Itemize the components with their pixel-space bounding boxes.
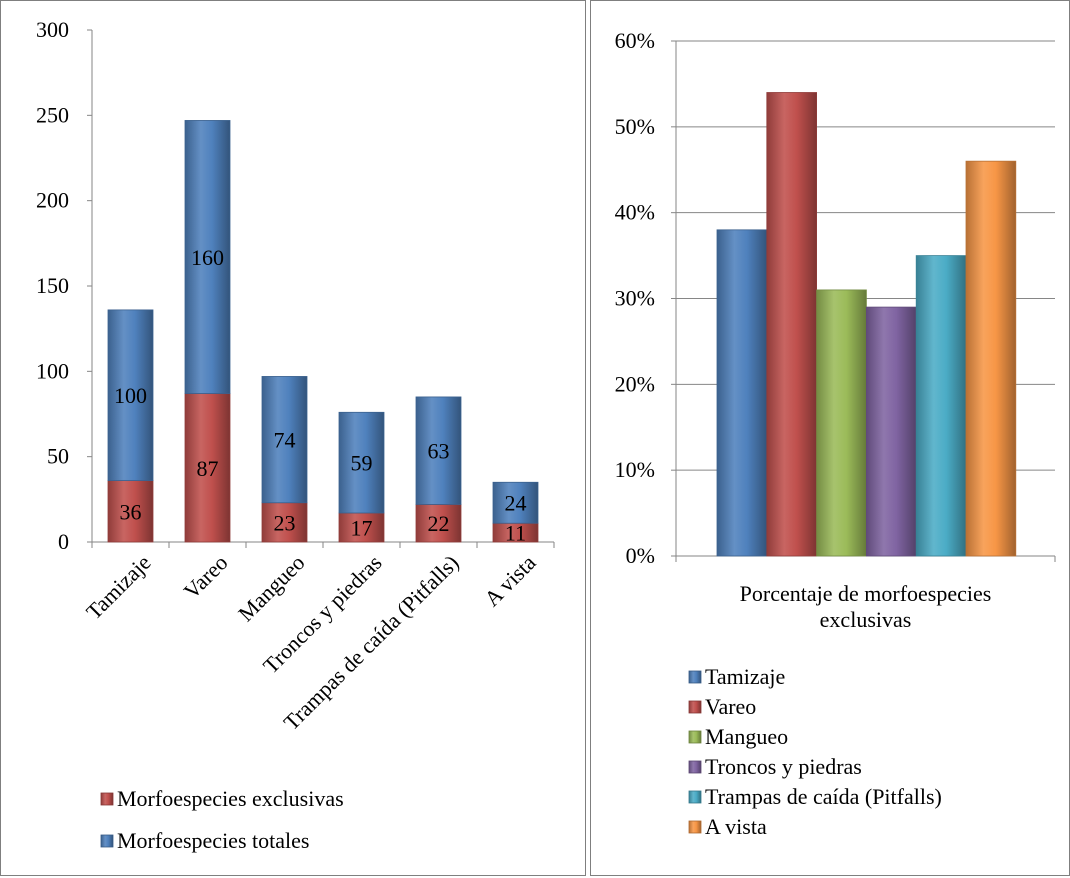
x-category-label: Porcentaje de morfoespecies	[740, 581, 992, 606]
bar-morfoespecies-exclusivas-vareo	[184, 393, 231, 543]
data-label: 11	[505, 521, 526, 546]
bar-morfoespecies-totales-troncos-y-piedras	[338, 411, 385, 514]
legend-label: Trampas de caída (Pitfalls)	[705, 784, 942, 809]
x-tick-label: Vareo	[179, 550, 233, 604]
y-tick-label: 100	[36, 358, 69, 383]
y-tick-label: 10%	[615, 457, 655, 482]
legend-label: Vareo	[705, 694, 756, 719]
legend-swatch-tamizaje	[688, 670, 702, 684]
bar-a-vista	[965, 160, 1017, 557]
y-tick-label: 50%	[615, 114, 655, 139]
data-label: 59	[351, 451, 373, 476]
data-label: 17	[351, 515, 373, 540]
data-label: 36	[120, 499, 142, 524]
bar-troncos-y-piedras	[865, 306, 917, 557]
y-tick-label: 300	[36, 17, 69, 42]
percentage-bar-chart: 0% 10% 20% 30% 40% 50% 60% Porcentaje de morfoe…	[615, 28, 1056, 839]
data-label: 24	[505, 491, 527, 516]
bar-vareo	[766, 92, 818, 557]
y-tick-label: 40%	[615, 200, 655, 225]
bar-morfoespecies-totales-vareo	[184, 120, 231, 394]
x-tick-label: Mangueo	[233, 550, 309, 626]
bar-morfoespecies-totales-trampas-de-caida-pitfalls	[415, 396, 462, 505]
stacked-bar-chart-panel: 0 50 100 150 200 250 300 36 100 Tamizaje 87 160 Vare…	[0, 0, 586, 876]
legend-swatch-troncos-y-piedras	[688, 760, 702, 774]
bar-trampas-de-caida-pitfalls	[915, 255, 967, 557]
bar-morfoespecies-exclusivas-tamizaje	[107, 480, 154, 543]
legend-swatch-trampas-de-caida-pitfalls	[688, 790, 702, 804]
legend-swatch-mangueo	[688, 730, 702, 744]
legend-swatch-morfoespecies-exclusivas	[100, 792, 114, 806]
x-category-label: exclusivas	[820, 607, 912, 632]
y-tick-label: 0	[58, 529, 69, 554]
y-tick-label: 200	[36, 188, 69, 213]
bar-morfoespecies-totales-a-vista	[492, 481, 539, 524]
data-label: 22	[428, 511, 450, 536]
bar-morfoespecies-exclusivas-mangueo	[261, 502, 308, 543]
legend-label: Morfoespecies exclusivas	[117, 786, 344, 811]
data-label: 23	[274, 510, 296, 535]
legend-label: Morfoespecies totales	[117, 828, 309, 853]
percentage-bar-chart-panel: 0% 10% 20% 30% 40% 50% 60% Porcentaje de morfoe…	[590, 0, 1070, 876]
stacked-bar-chart: 0 50 100 150 200 250 300 36 100 Tamizaje 87 160 Vare…	[36, 17, 555, 853]
data-label: 74	[274, 428, 296, 453]
legend-swatch-morfoespecies-totales	[100, 834, 114, 848]
data-label: 100	[114, 383, 147, 408]
y-tick-label: 50	[47, 444, 69, 469]
legend-swatch-vareo	[688, 700, 702, 714]
data-label: 160	[191, 245, 224, 270]
x-tick-label: A vista	[479, 550, 540, 611]
y-tick-label: 250	[36, 102, 69, 127]
legend-swatch-a-vista	[688, 820, 702, 834]
data-label: 63	[428, 439, 450, 464]
x-tick-label: Tamizaje	[81, 550, 155, 624]
y-tick-label: 30%	[615, 286, 655, 311]
y-tick-label: 20%	[615, 371, 655, 396]
y-tick-label: 150	[36, 273, 69, 298]
data-label: 87	[197, 456, 219, 481]
legend-label: Troncos y piedras	[705, 754, 862, 779]
bar-tamizaje	[716, 229, 768, 557]
bar-morfoespecies-totales-mangueo	[261, 376, 308, 504]
legend-label: Mangueo	[705, 724, 788, 749]
legend-label: Tamizaje	[705, 664, 785, 689]
bar-morfoespecies-totales-tamizaje	[107, 309, 154, 481]
legend-label: A vista	[705, 814, 767, 839]
bar-mangueo	[816, 289, 867, 557]
y-tick-label: 0%	[626, 543, 655, 568]
y-tick-label: 60%	[615, 28, 655, 53]
